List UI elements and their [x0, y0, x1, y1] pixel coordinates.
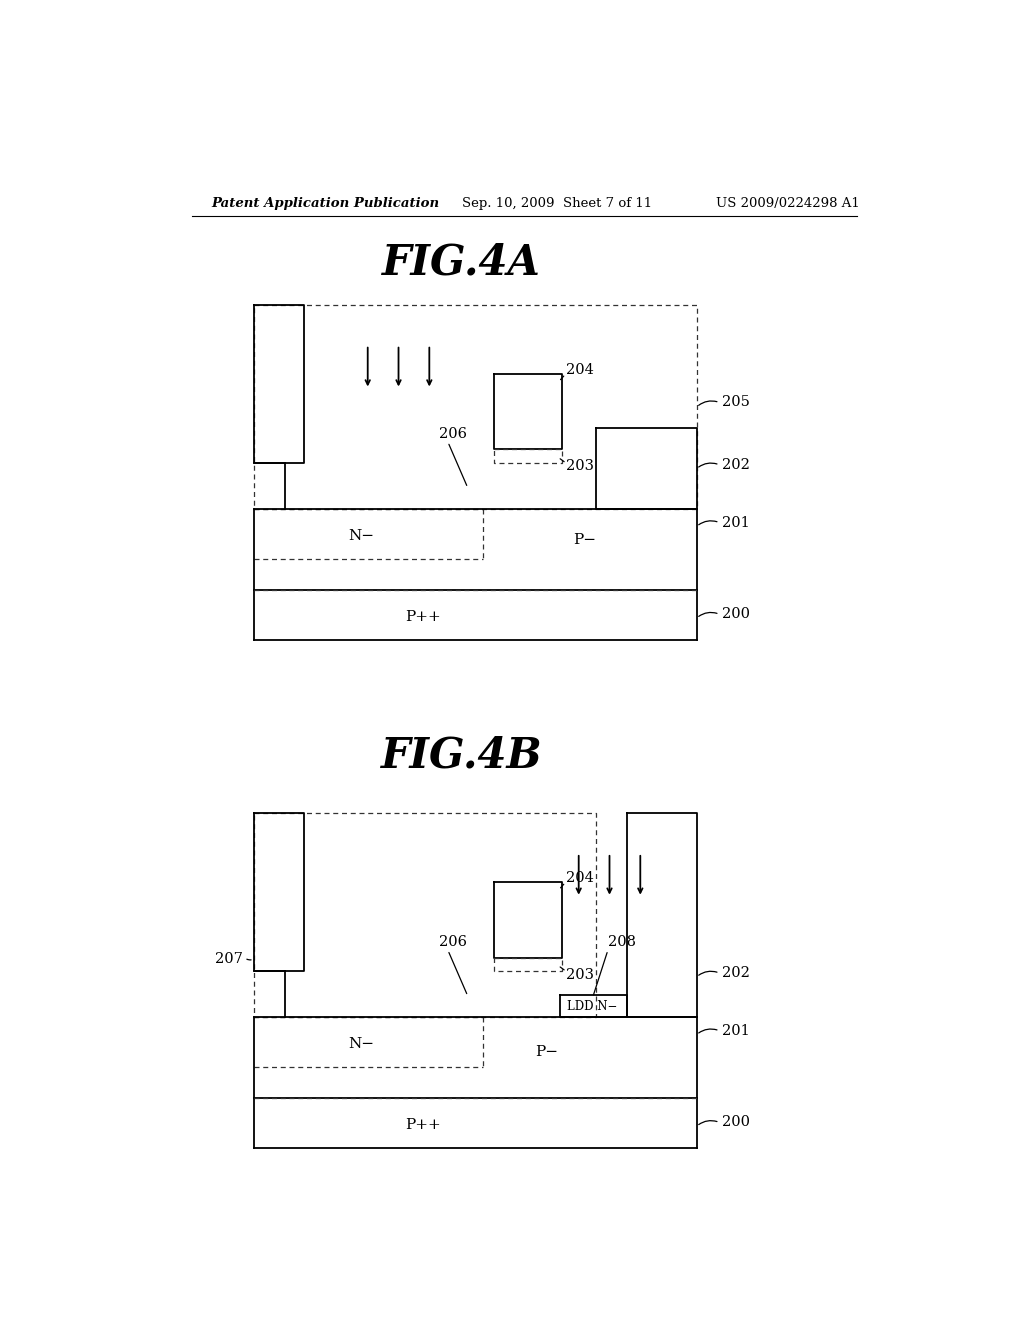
Text: Patent Application Publication: Patent Application Publication: [211, 197, 439, 210]
Text: N−: N−: [348, 1038, 375, 1051]
Text: 201: 201: [722, 1024, 750, 1038]
Text: P++: P++: [406, 1118, 441, 1131]
Text: FIG.4B: FIG.4B: [381, 734, 543, 776]
Text: 204: 204: [565, 363, 594, 378]
Text: 202: 202: [722, 966, 750, 979]
Text: 204: 204: [565, 871, 594, 886]
Text: 206: 206: [438, 936, 467, 949]
Text: FIG.4A: FIG.4A: [382, 242, 541, 284]
Text: 203: 203: [565, 968, 594, 982]
Text: 200: 200: [722, 1115, 750, 1130]
Text: P++: P++: [406, 610, 441, 623]
Text: Sep. 10, 2009  Sheet 7 of 11: Sep. 10, 2009 Sheet 7 of 11: [462, 197, 652, 210]
Text: P−: P−: [573, 532, 596, 546]
Text: 201: 201: [722, 516, 750, 529]
Text: LDD N−: LDD N−: [567, 1001, 617, 1014]
Text: P−: P−: [535, 1044, 558, 1059]
Text: N−: N−: [348, 529, 375, 543]
Text: 208: 208: [608, 936, 636, 949]
Text: 200: 200: [722, 607, 750, 622]
Text: 203: 203: [565, 459, 594, 474]
Text: 202: 202: [722, 458, 750, 471]
Text: 205: 205: [722, 396, 750, 409]
Text: US 2009/0224298 A1: US 2009/0224298 A1: [716, 197, 859, 210]
Text: 206: 206: [438, 428, 467, 441]
Text: 207: 207: [215, 952, 243, 966]
